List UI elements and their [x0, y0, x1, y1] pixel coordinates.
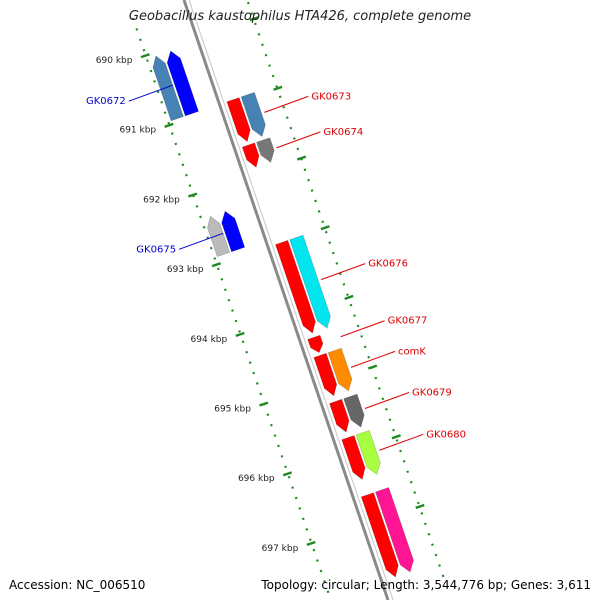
cog-arrow — [327, 347, 353, 392]
ruler-tick-label: 695 kbp — [214, 404, 251, 414]
gene-label: GK0674 — [323, 127, 363, 138]
gene-label-leader — [128, 84, 173, 102]
ruler-tick — [415, 503, 425, 510]
cog-arrow — [152, 55, 184, 122]
gene-arrow — [226, 97, 251, 143]
ruler-tick — [306, 540, 316, 547]
ruler-tick-label: 697 kbp — [262, 544, 299, 554]
ruler-track-left — [131, 17, 333, 600]
backbone-edge — [188, 0, 394, 600]
gene-label-leader — [364, 392, 410, 409]
accession-label: Accession: NC_006510 — [9, 578, 146, 592]
cog-arrow — [375, 487, 414, 573]
backbone-line — [182, 0, 390, 600]
cog-arrow — [256, 137, 275, 163]
cog-arrow — [289, 234, 331, 329]
gene-arrow — [341, 435, 366, 480]
gene-label: GK0675 — [136, 244, 176, 255]
ruler-tick — [164, 122, 174, 128]
ruler-tick — [320, 225, 330, 231]
gene-label-leader — [276, 131, 321, 149]
ruler-tick-label: 691 kbp — [119, 126, 156, 136]
gene-label-leader — [178, 232, 224, 250]
gene-label: GK0672 — [86, 96, 126, 107]
gene-label: GK0677 — [388, 316, 428, 327]
ruler-tick — [344, 294, 354, 300]
ruler-tick — [367, 364, 378, 370]
gene-arrow — [313, 352, 338, 397]
cog-arrow — [240, 92, 266, 137]
gene-arrow — [360, 492, 399, 578]
gene-label: GK0679 — [412, 388, 452, 399]
gene-arrow — [166, 50, 199, 117]
cog-arrow — [355, 430, 381, 475]
ruler-tick — [296, 155, 307, 161]
ruler-tick — [249, 16, 259, 22]
topology-label: Topology: circular; Length: 3,544,776 bp… — [261, 578, 591, 592]
gene-arrow — [275, 240, 316, 334]
gene-label: comK — [398, 346, 426, 357]
ruler-tick-label: 696 kbp — [238, 474, 275, 484]
ruler-tick — [273, 85, 283, 91]
gene-arrow — [329, 398, 350, 433]
cog-arrow — [343, 393, 365, 428]
ruler-tick — [211, 262, 221, 268]
gene-label-leader — [350, 350, 396, 368]
gene-label-leader — [321, 263, 366, 281]
ruler-track-right — [246, 0, 446, 582]
gene-arrow — [307, 334, 324, 354]
map-title: Geobacillus kaustophilus HTA426, complet… — [128, 9, 472, 24]
ruler-tick-label: 692 kbp — [143, 195, 180, 205]
ruler-tick-label: 690 kbp — [96, 56, 133, 66]
gene-label-leader — [340, 320, 385, 338]
ruler-tick — [187, 192, 198, 198]
cog-arrow — [207, 215, 230, 257]
gene-label-leader — [379, 433, 424, 451]
ruler-tick — [140, 53, 150, 59]
ruler-tick — [282, 471, 293, 477]
gene-label-leader — [264, 95, 309, 113]
ruler-tick-label: 693 kbp — [167, 265, 204, 275]
ruler-tick — [391, 434, 401, 440]
ruler-tick — [235, 331, 245, 337]
gene-label: GK0676 — [368, 259, 408, 270]
ruler-tick-label: 694 kbp — [191, 335, 228, 345]
gene-arrow — [221, 210, 246, 253]
gene-label: GK0673 — [311, 91, 351, 102]
gene-label: GK0680 — [426, 429, 466, 440]
ruler-tick — [259, 401, 269, 407]
gene-arrow — [241, 142, 260, 168]
